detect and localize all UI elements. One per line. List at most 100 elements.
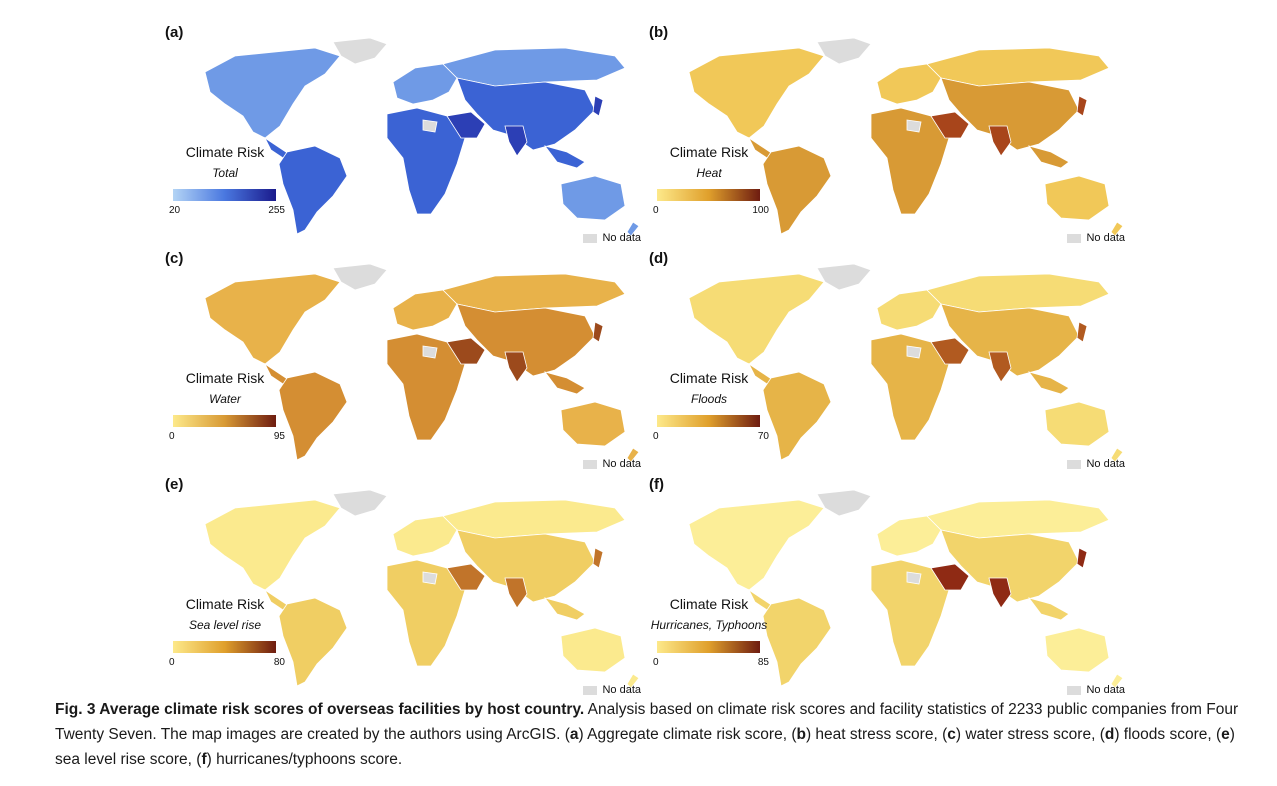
no-data-label: No data [602,684,641,696]
caption-title: Fig. 3 Average climate risk scores of ov… [55,701,585,718]
legend-subtitle: Sea level rise [188,618,262,632]
region-south-america [278,371,348,461]
region-india [988,125,1012,157]
region-middle-east [930,337,970,365]
no-data-swatch [1067,233,1082,243]
region-russia [442,47,626,87]
region-north-america [688,47,825,139]
panel-e: (e) Climate Risk Sea level rise 0 80 No … [165,476,645,696]
panel-a: (a) Climate Risk Total 20 255 No data [165,24,645,244]
no-data-swatch [583,459,598,469]
figure-caption: Fig. 3 Average climate risk scores of ov… [55,697,1245,772]
legend-max: 80 [273,657,285,668]
caption-ref: a [569,726,579,743]
legend-min: 0 [169,431,175,442]
panel-label: (a) [165,24,184,41]
region-japan [592,95,604,117]
legend-max: 255 [268,205,285,216]
legend: Climate Risk Water 0 95 [165,370,285,450]
region-africa [386,559,466,667]
region-south-america [278,597,348,687]
region-india [988,351,1012,383]
caption-text: ) heat stress score, ( [805,726,948,743]
panel-label: (f) [649,476,664,493]
region-new-zealand [626,673,640,689]
region-new-zealand [1110,221,1124,237]
world-map [688,37,1124,237]
panel-d: (d) Climate Risk Floods 0 70 No data [649,250,1129,470]
no-data-legend: No data [583,232,641,244]
color-scale-bar [173,415,276,427]
region-north-america [204,47,341,139]
region-asia [456,529,596,603]
region-europe [876,515,942,557]
region-southeast-asia [1027,145,1070,169]
region-middle-east [930,563,970,591]
region-japan [1076,547,1088,569]
no-data-legend: No data [583,458,641,470]
no-data-legend: No data [1067,232,1125,244]
no-data-legend: No data [583,684,641,696]
region-new-zealand [1110,673,1124,689]
region-africa [870,559,950,667]
region-russia [926,47,1110,87]
panel-b: (b) Climate Risk Heat 0 100 No data [649,24,1129,244]
legend-subtitle: Water [209,392,241,406]
region-north-america [204,499,341,591]
region-asia [940,303,1080,377]
region-asia [456,77,596,151]
region-sahara-nodata [422,345,438,359]
legend-min: 0 [653,431,659,442]
region-europe [876,289,942,331]
legend-title: Climate Risk [185,370,265,386]
world-map [204,263,640,463]
region-africa [386,333,466,441]
region-india [988,577,1012,609]
no-data-label: No data [602,458,641,470]
region-africa [386,107,466,215]
panel-label: (b) [649,24,669,41]
caption-text: ) water stress score, ( [955,726,1105,743]
no-data-swatch [1067,685,1082,695]
caption-ref: f [201,751,207,768]
legend: Climate Risk Hurricanes, Typhoons 0 85 [649,596,769,676]
caption-ref: b [796,726,806,743]
region-middle-east [446,337,486,365]
region-south-america [762,371,832,461]
region-australia [560,401,626,447]
legend-title: Climate Risk [669,596,749,612]
region-india [504,351,528,383]
region-europe [392,63,458,105]
region-australia [1044,401,1110,447]
region-middle-east [930,111,970,139]
no-data-swatch [583,233,598,243]
color-scale-bar [657,189,760,201]
region-australia [1044,175,1110,221]
region-new-zealand [626,221,640,237]
no-data-swatch [1067,459,1082,469]
legend-subtitle: Floods [690,392,728,406]
region-japan [1076,321,1088,343]
legend: Climate Risk Floods 0 70 [649,370,769,450]
caption-ref: d [1104,726,1115,743]
region-australia [560,627,626,673]
region-russia [926,499,1110,539]
region-north-america [688,499,825,591]
region-greenland [816,489,872,517]
region-asia [940,77,1080,151]
legend-min: 20 [169,205,181,216]
region-north-america [688,273,825,365]
no-data-legend: No data [1067,458,1125,470]
legend-min: 0 [653,657,659,668]
panel-label: (c) [165,250,184,267]
caption-text: ) Aggregate climate risk score, ( [578,726,797,743]
region-india [504,577,528,609]
region-south-america [762,145,832,235]
region-south-america [278,145,348,235]
caption-text: ) hurricanes/typhoons score. [206,751,403,768]
panel-label: (e) [165,476,184,493]
region-southeast-asia [1027,371,1070,395]
legend: Climate Risk Heat 0 100 [649,144,769,224]
region-japan [592,547,604,569]
caption-text: Analysis based on climate risk scores an… [55,701,1239,743]
